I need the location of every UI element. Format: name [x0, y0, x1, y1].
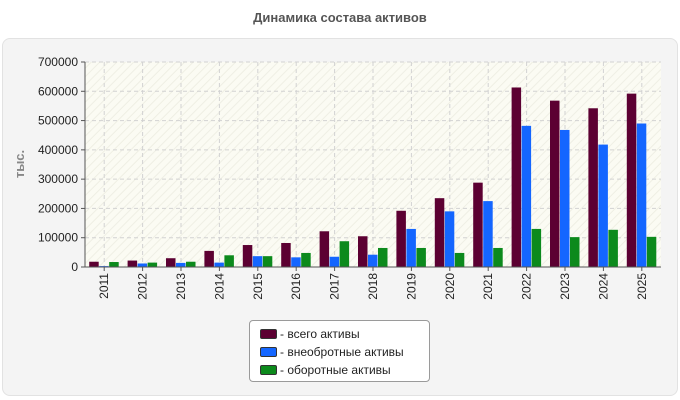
bar-2025-s0 — [626, 93, 637, 267]
legend-item-current: - оборотные активы — [260, 361, 429, 379]
y-tick-label: 200000 — [38, 201, 78, 215]
x-tick-label: 2013 — [174, 273, 188, 300]
x-tick-label: 2011 — [97, 273, 111, 299]
y-axis-label: тыс. — [12, 150, 27, 178]
bar-2021-s1 — [483, 201, 493, 267]
y-tick-label: 100000 — [38, 231, 78, 245]
bar-2013-s1 — [176, 262, 186, 267]
x-tick-label: 2023 — [558, 273, 572, 300]
bar-2017-s0 — [319, 231, 330, 267]
chart-title: Динамика состава активов — [253, 10, 427, 25]
legend-swatch-current — [260, 365, 277, 375]
bar-2012-s1 — [137, 263, 148, 267]
legend-swatch-total — [260, 329, 277, 339]
bar-2025-s2 — [646, 236, 657, 267]
bar-2015-s0 — [242, 245, 253, 267]
x-tick-label: 2019 — [404, 273, 418, 300]
y-tick-label: 0 — [71, 260, 78, 274]
y-tick-label: 500000 — [38, 114, 78, 128]
bar-2014-s2 — [224, 255, 234, 267]
bar-2018-s1 — [368, 254, 378, 267]
legend-item-noncurrent: - внеобротные активы — [260, 343, 429, 361]
y-tick-labels: 0 100000 200000 300000 400000 500000 600000 700… — [38, 55, 85, 274]
bar-2020-s1 — [444, 211, 455, 267]
x-tick-label: 2016 — [289, 273, 303, 300]
bar-2014-s0 — [204, 250, 214, 267]
legend-label-total: - всего активы — [280, 327, 360, 341]
x-tick-label: 2022 — [520, 273, 534, 300]
bar-2024-s2 — [608, 229, 618, 267]
legend-label-noncurrent: - внеобротные активы — [280, 345, 404, 359]
bars — [89, 87, 657, 268]
bar-2014-s1 — [214, 262, 224, 267]
x-tick-label: 2021 — [481, 273, 495, 300]
bar-2022-s1 — [521, 125, 532, 267]
legend-swatch-noncurrent — [260, 347, 277, 357]
y-tick-label: 400000 — [38, 143, 78, 157]
bar-2020-s2 — [454, 252, 465, 267]
x-tick-label: 2017 — [328, 273, 342, 300]
bar-2012-s0 — [127, 260, 138, 267]
x-tick-label: 2025 — [635, 273, 649, 300]
x-tick-label: 2012 — [136, 273, 150, 300]
x-tick-label: 2018 — [366, 273, 380, 300]
bar-2016-s2 — [301, 252, 311, 267]
bar-2011-s0 — [89, 261, 99, 267]
x-tick-label: 2014 — [212, 273, 226, 300]
bar-2024-s0 — [588, 108, 598, 268]
bar-2023-s0 — [550, 100, 560, 268]
bar-2012-s2 — [147, 262, 158, 267]
bar-2023-s2 — [570, 237, 580, 267]
bar-2015-s2 — [262, 256, 273, 267]
bar-2024-s1 — [598, 144, 608, 267]
legend-label-current: - оборотные активы — [280, 363, 391, 377]
bar-2019-s0 — [396, 210, 406, 267]
bar-2017-s2 — [339, 241, 350, 267]
x-tick-label: 2024 — [596, 273, 610, 300]
bar-2018-s0 — [358, 236, 368, 267]
bar-2016-s1 — [291, 257, 301, 267]
bar-2018-s2 — [378, 247, 388, 267]
bar-2020-s0 — [434, 198, 445, 267]
bar-2013-s0 — [166, 258, 176, 267]
bar-2016-s0 — [281, 242, 291, 267]
bar-2022-s0 — [511, 87, 522, 267]
bar-2022-s2 — [531, 228, 542, 267]
bar-2021-s2 — [493, 247, 503, 267]
legend-item-total: - всего активы — [260, 325, 429, 343]
x-tick-label: 2015 — [251, 273, 265, 300]
x-tick-label: 2020 — [443, 273, 457, 300]
x-tick-labels: 2011 2012 2013 2014 2015 2016 2017 2018 2019 2020… — [97, 267, 649, 300]
bar-2021-s0 — [473, 182, 483, 267]
bar-2023-s1 — [560, 129, 570, 267]
legend: - всего активы - внеобротные активы - об… — [249, 320, 430, 382]
bar-2015-s1 — [252, 256, 263, 267]
bar-2011-s2 — [109, 262, 119, 267]
y-tick-label: 600000 — [38, 84, 78, 98]
bar-2019-s2 — [416, 247, 426, 267]
bar-2017-s1 — [329, 256, 340, 267]
bar-2013-s2 — [186, 261, 196, 267]
bar-2019-s1 — [406, 228, 416, 267]
y-tick-label: 700000 — [38, 55, 78, 69]
bar-2025-s1 — [636, 123, 647, 267]
y-tick-label: 300000 — [38, 172, 78, 186]
